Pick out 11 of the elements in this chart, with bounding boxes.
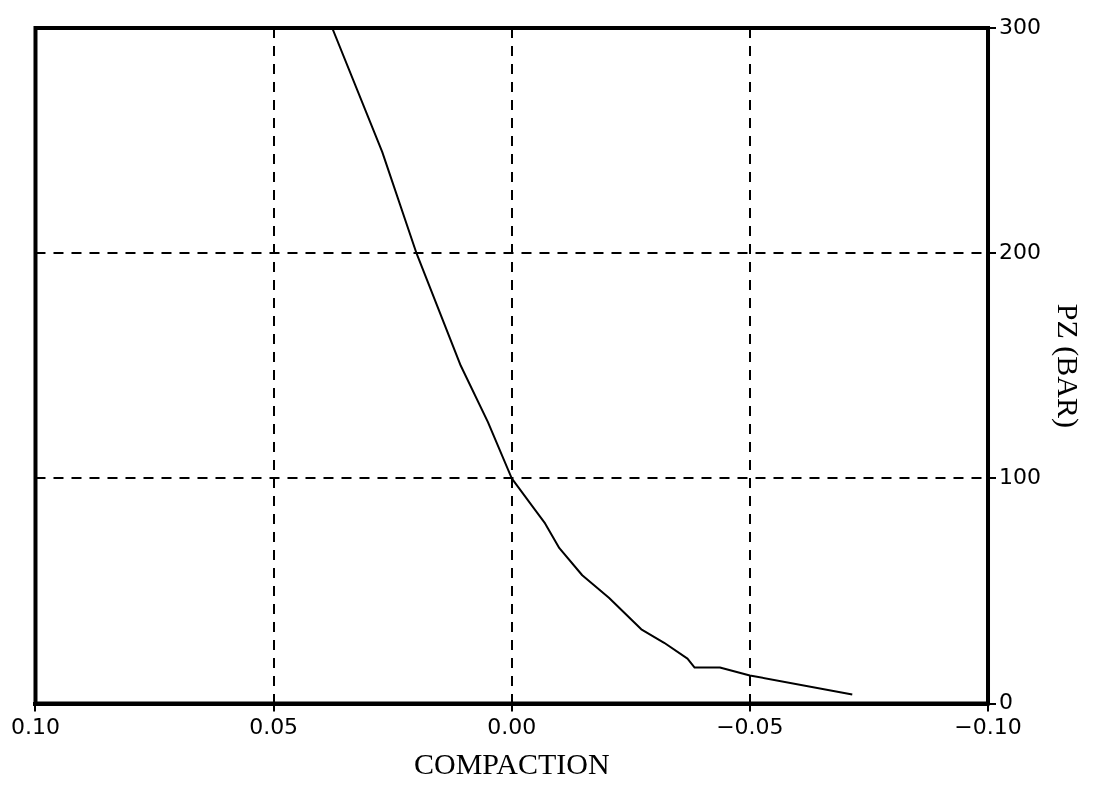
- y-tick-label: 200: [999, 238, 1042, 264]
- x-tick-label: −0.10: [954, 713, 1022, 739]
- x-tick-label: 0.00: [487, 713, 537, 739]
- x-tick-label: 0.05: [249, 713, 299, 739]
- y-tick-label: 0: [999, 689, 1014, 715]
- y-tick-label: 100: [999, 464, 1042, 490]
- x-tick-label: 0.10: [11, 713, 60, 739]
- y-axis-title: PZ (BAR): [1051, 303, 1086, 428]
- x-tick-label: −0.05: [716, 713, 784, 739]
- x-axis-title: COMPACTION: [413, 746, 610, 780]
- y-tick-label: 300: [999, 13, 1042, 39]
